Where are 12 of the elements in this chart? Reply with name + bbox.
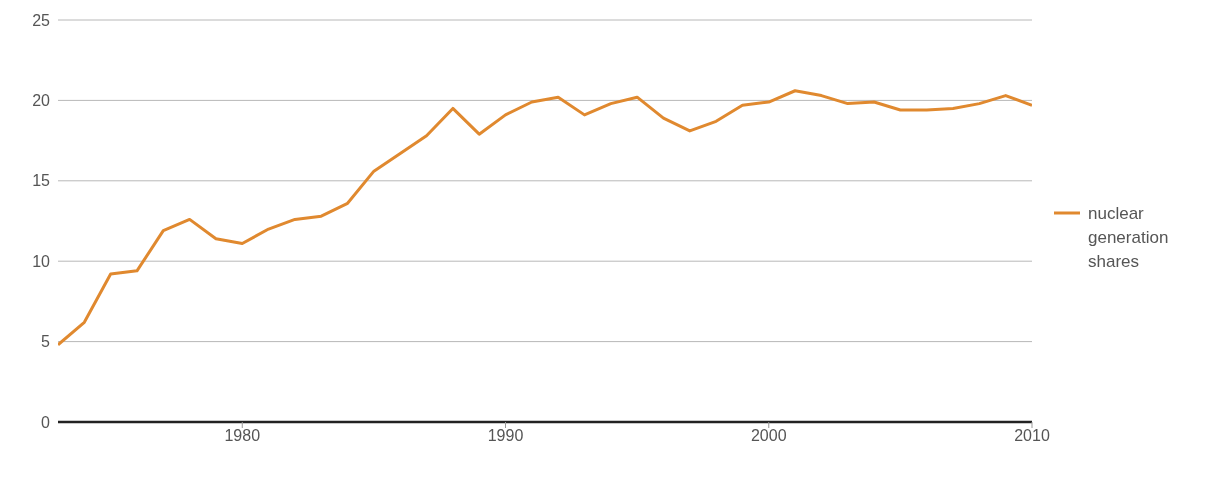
y-tick-label: 25 — [32, 11, 51, 29]
x-tick-label: 1980 — [224, 427, 261, 445]
y-tick-label: 10 — [32, 252, 51, 270]
x-tick-label: 2010 — [1014, 427, 1050, 445]
y-tick-label: 20 — [32, 92, 51, 110]
y-tick-label: 0 — [41, 413, 51, 431]
y-tick-label: 5 — [41, 333, 51, 351]
x-tick-label: 2000 — [750, 427, 787, 445]
y-tick-label: 15 — [32, 172, 51, 190]
x-tick-label: 1990 — [487, 427, 524, 445]
legend-label: nuclear generation shares — [1088, 203, 1170, 273]
line-series — [58, 89, 1032, 347]
